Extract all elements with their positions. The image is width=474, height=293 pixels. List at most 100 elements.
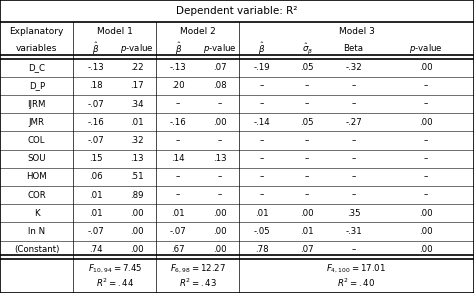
Text: .07: .07 [301, 245, 314, 254]
Text: -.07: -.07 [87, 100, 104, 109]
Text: .14: .14 [172, 154, 185, 163]
Text: -.07: -.07 [87, 136, 104, 145]
Text: –: – [217, 100, 222, 109]
Text: –: – [176, 190, 181, 200]
Text: $R^2=.40$: $R^2=.40$ [337, 277, 375, 289]
Text: –: – [176, 172, 181, 181]
Text: ln N: ln N [28, 227, 46, 236]
Text: -.07: -.07 [87, 227, 104, 236]
Text: (Constant): (Constant) [14, 245, 59, 254]
Text: -.07: -.07 [170, 227, 187, 236]
Text: IJRM: IJRM [27, 100, 46, 109]
Text: D_P: D_P [28, 81, 45, 90]
Text: $\hat{\beta}$: $\hat{\beta}$ [258, 40, 265, 57]
Text: -.32: -.32 [345, 63, 362, 72]
Text: –: – [259, 81, 264, 90]
Text: $p$-value: $p$-value [120, 42, 154, 55]
Text: $\hat{\beta}$: $\hat{\beta}$ [92, 40, 99, 57]
Text: .06: .06 [89, 172, 102, 181]
Text: .34: .34 [130, 100, 144, 109]
Text: .17: .17 [130, 81, 144, 90]
Text: .00: .00 [130, 245, 144, 254]
Text: –: – [423, 100, 428, 109]
Text: $R^2=.43$: $R^2=.43$ [179, 277, 217, 289]
Text: –: – [351, 154, 356, 163]
Text: SOU: SOU [27, 154, 46, 163]
Text: –: – [423, 81, 428, 90]
Text: .08: .08 [213, 81, 226, 90]
Text: Explanatory: Explanatory [9, 27, 64, 36]
Text: .00: .00 [213, 209, 226, 218]
Text: .00: .00 [213, 118, 226, 127]
Text: .51: .51 [130, 172, 144, 181]
Text: .05: .05 [301, 63, 314, 72]
Text: $\hat{\beta}$: $\hat{\beta}$ [174, 40, 182, 57]
Text: –: – [259, 136, 264, 145]
Text: –: – [259, 154, 264, 163]
Text: .32: .32 [130, 136, 144, 145]
Text: $p$-value: $p$-value [202, 42, 237, 55]
Text: –: – [423, 190, 428, 200]
Text: -.13: -.13 [170, 63, 187, 72]
Text: –: – [217, 136, 222, 145]
Text: variables: variables [16, 44, 57, 53]
Text: –: – [351, 245, 356, 254]
Text: -.19: -.19 [253, 63, 270, 72]
Text: .07: .07 [213, 63, 226, 72]
Text: –: – [217, 172, 222, 181]
Text: .01: .01 [89, 209, 102, 218]
Text: .78: .78 [255, 245, 268, 254]
Text: .00: .00 [213, 227, 226, 236]
Text: .01: .01 [172, 209, 185, 218]
Text: .00: .00 [419, 118, 432, 127]
Text: .74: .74 [89, 245, 102, 254]
Text: COR: COR [27, 190, 46, 200]
Text: $R^2=.44$: $R^2=.44$ [96, 277, 134, 289]
Text: .22: .22 [130, 63, 144, 72]
Text: .20: .20 [172, 81, 185, 90]
Text: .35: .35 [347, 209, 360, 218]
Text: –: – [217, 190, 222, 200]
Text: –: – [305, 172, 310, 181]
Text: –: – [351, 136, 356, 145]
Text: .13: .13 [213, 154, 226, 163]
Text: .89: .89 [130, 190, 144, 200]
Text: –: – [351, 100, 356, 109]
Text: $F_{6,98}=12.27$: $F_{6,98}=12.27$ [170, 263, 226, 275]
Text: –: – [351, 81, 356, 90]
Text: –: – [305, 154, 310, 163]
Text: .00: .00 [419, 245, 432, 254]
Text: –: – [259, 100, 264, 109]
Text: –: – [305, 100, 310, 109]
Text: .00: .00 [419, 63, 432, 72]
Text: Model 3: Model 3 [338, 27, 374, 36]
Text: .15: .15 [89, 154, 102, 163]
Text: -.27: -.27 [345, 118, 362, 127]
Text: -.14: -.14 [253, 118, 270, 127]
Text: .00: .00 [130, 209, 144, 218]
Text: -.16: -.16 [87, 118, 104, 127]
Text: –: – [423, 172, 428, 181]
Text: .00: .00 [301, 209, 314, 218]
Text: .00: .00 [130, 227, 144, 236]
Text: .05: .05 [301, 118, 314, 127]
Text: –: – [351, 172, 356, 181]
Text: $F_{10,94}=7.45$: $F_{10,94}=7.45$ [88, 263, 142, 275]
Text: –: – [305, 136, 310, 145]
Text: -.31: -.31 [345, 227, 362, 236]
Text: -.16: -.16 [170, 118, 187, 127]
Text: –: – [351, 190, 356, 200]
Text: K: K [34, 209, 39, 218]
Text: $\hat{\sigma}_{\beta}$: $\hat{\sigma}_{\beta}$ [301, 41, 313, 56]
Text: .13: .13 [130, 154, 144, 163]
Text: –: – [176, 136, 181, 145]
Text: –: – [423, 154, 428, 163]
Text: .00: .00 [419, 209, 432, 218]
Text: .00: .00 [213, 245, 226, 254]
Text: .01: .01 [89, 190, 102, 200]
Text: .00: .00 [419, 227, 432, 236]
Text: –: – [305, 81, 310, 90]
Text: $p$-value: $p$-value [409, 42, 443, 55]
Text: .01: .01 [301, 227, 314, 236]
Text: .01: .01 [130, 118, 144, 127]
